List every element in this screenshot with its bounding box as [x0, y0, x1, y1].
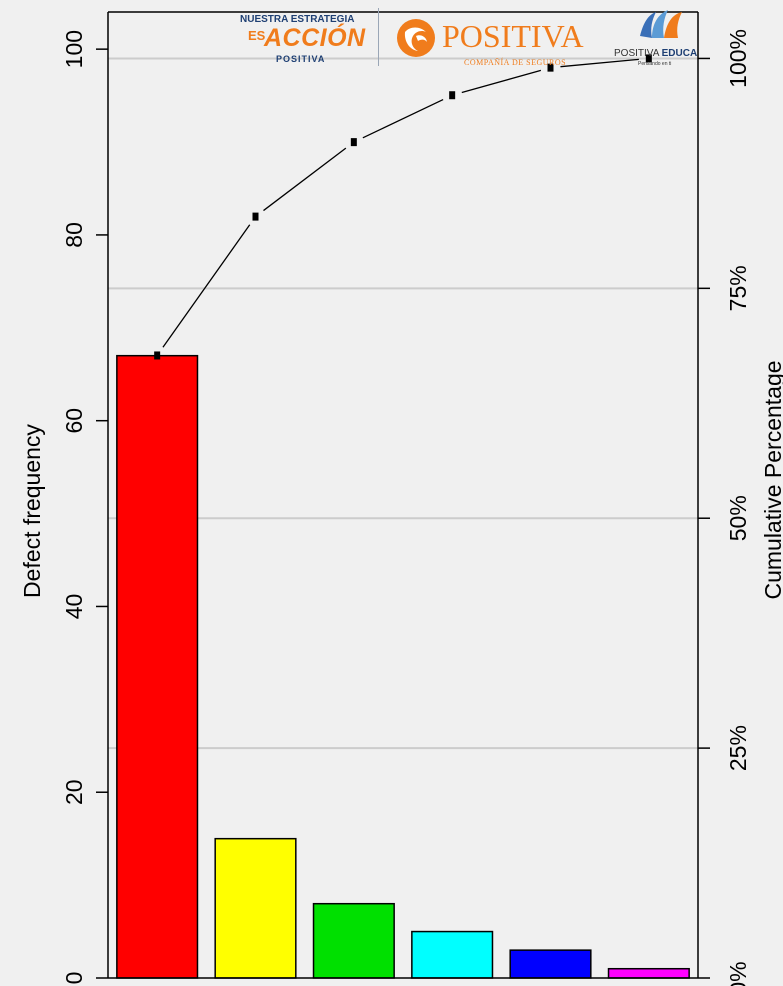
cumulative-point — [547, 63, 554, 72]
y-tick-label: 80 — [61, 222, 87, 248]
logo-banner: NUESTRA ESTRATEGIA ES ACCIÓN POSITIVA PO… — [228, 6, 706, 68]
cumulative-point — [252, 212, 259, 221]
educa-logo-name: POSITIVA EDUCA — [614, 48, 697, 59]
y2-tick-label: 100% — [725, 29, 751, 88]
y2-axis-label: Cumulative Percentage — [760, 360, 783, 599]
positiva-educa-logo: POSITIVA EDUCA Pensando en ti — [614, 6, 706, 68]
y-tick-label: 100 — [61, 30, 87, 68]
educa-logo-name-part2: EDUCA — [661, 48, 698, 59]
cumulative-segment — [162, 224, 251, 348]
y-tick-label: 0 — [61, 972, 87, 985]
y-tick-label: 20 — [61, 779, 87, 805]
axes — [107, 11, 699, 979]
cumulative-point — [154, 351, 161, 360]
cumulative-segment — [560, 58, 639, 68]
cumulative-segment — [461, 69, 542, 94]
y2-tick-label: 50% — [725, 495, 751, 541]
bars — [116, 354, 690, 979]
bar — [116, 354, 199, 979]
logo-divider — [378, 8, 379, 66]
accion-logo-main: ACCIÓN — [264, 24, 366, 52]
bar — [509, 949, 592, 979]
positiva-logo: POSITIVA COMPAÑÍA DE SEGUROS — [396, 14, 606, 68]
positiva-emblem-icon — [397, 19, 435, 57]
y2-tick-label: 75% — [725, 265, 751, 311]
y-axis-ticks: 0 20 40 60 80 100 — [61, 30, 108, 984]
educa-logo-tagline: Pensando en ti — [638, 61, 672, 67]
y2-tick-label: 0% — [725, 961, 751, 986]
cumulative-segment — [362, 98, 444, 139]
y2-tick-label: 25% — [725, 725, 751, 771]
educa-logo-name-part1: POSITIVA — [614, 48, 662, 59]
educa-emblem-icon — [640, 10, 682, 38]
accion-logo-es: ES — [248, 28, 266, 43]
y-axis-label: Defect frequency — [19, 424, 45, 598]
y2-axis-ticks: 0% 25% 50% 75% 100% — [698, 29, 751, 986]
bar — [411, 930, 494, 979]
cumulative-point — [645, 54, 652, 63]
positiva-logo-subtitle: COMPAÑÍA DE SEGUROS — [464, 58, 567, 67]
positiva-logo-name: POSITIVA — [442, 18, 584, 54]
bar — [214, 837, 297, 979]
accion-positiva-logo: NUESTRA ESTRATEGIA ES ACCIÓN POSITIVA — [240, 6, 370, 66]
gridlines — [108, 57, 698, 750]
bar — [312, 902, 395, 979]
accion-logo-line3: POSITIVA — [276, 54, 326, 64]
y-tick-label: 60 — [61, 408, 87, 434]
cumulative-segment — [263, 147, 347, 212]
y-tick-label: 40 — [61, 594, 87, 620]
cumulative-line — [154, 54, 652, 360]
bar — [607, 967, 690, 979]
cumulative-point — [350, 138, 357, 147]
cumulative-point — [449, 91, 456, 100]
accion-logo-line1: NUESTRA ESTRATEGIA — [240, 14, 355, 25]
